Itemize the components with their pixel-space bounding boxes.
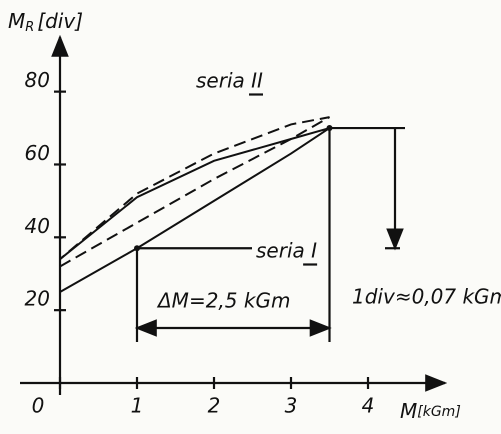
y-tick-label: 80 (25, 68, 50, 92)
y-tick-label: 60 (25, 141, 50, 165)
series-label: seria II (196, 69, 263, 93)
point (326, 125, 333, 132)
series-line (59, 116, 330, 268)
y-label-unit: [div] (37, 9, 83, 33)
x-axis-label: M[kGm] (400, 399, 461, 423)
x-tick-label: 1 (131, 394, 144, 418)
x-tick-label: 2 (208, 394, 221, 418)
x-label-main: M (400, 399, 417, 423)
series-label: seria I (256, 239, 317, 263)
x-tick-label: 3 (285, 394, 298, 418)
scale-annotation: 1div≈0,07 kGm (352, 285, 501, 309)
delta-annotation: ΔM=2,5 kGm (156, 289, 290, 313)
x-tick-label: 0 (32, 394, 45, 418)
x-tick-label: 4 (362, 394, 375, 418)
y-axis-label: MR [div] (8, 9, 83, 35)
y-tick-label: 20 (25, 287, 50, 311)
y-label-sub: R (25, 20, 34, 35)
series-line (59, 127, 331, 293)
y-tick-label: 40 (25, 214, 50, 238)
point (134, 245, 140, 252)
x-label-unit: [kGm] (417, 404, 461, 420)
y-label-main: M (8, 9, 25, 33)
